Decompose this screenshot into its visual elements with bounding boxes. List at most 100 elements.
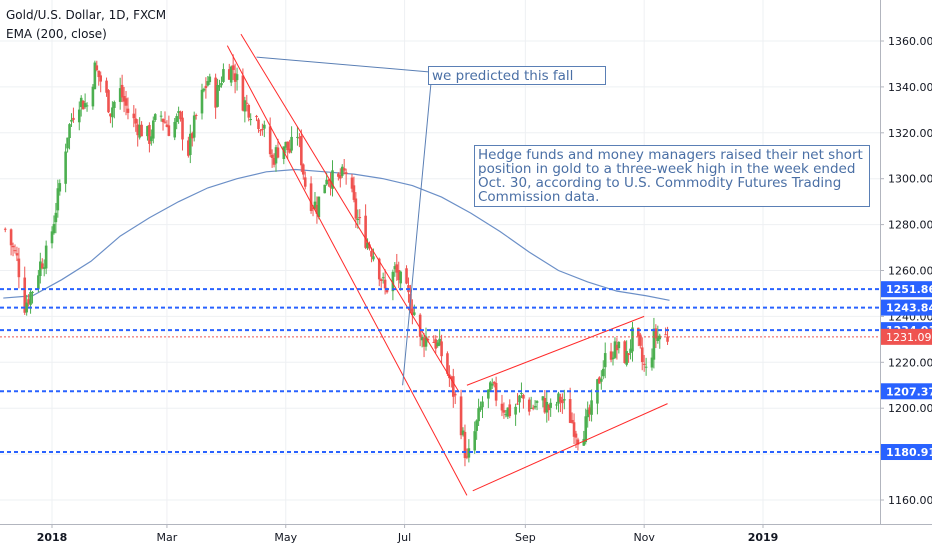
candle-body — [329, 180, 332, 188]
candle-body — [153, 114, 157, 121]
candle-body — [420, 336, 424, 341]
candle-body — [399, 271, 402, 284]
candle-body — [504, 414, 508, 416]
candle-body — [488, 382, 492, 392]
candle-body — [167, 125, 171, 136]
candle-body — [39, 261, 42, 277]
candle-body — [611, 357, 615, 360]
time-axis[interactable]: 2018 Mar May Jul Sep Nov 2019 — [0, 524, 932, 544]
candle-body — [27, 299, 30, 304]
prediction-annotation[interactable]: we predicted this fall — [428, 66, 606, 85]
candle-body — [235, 74, 239, 81]
candle-body — [563, 399, 566, 401]
candle-body — [642, 363, 646, 365]
candle-body — [227, 69, 231, 80]
candle-body — [494, 382, 498, 401]
candle-body — [9, 229, 13, 246]
candle-body — [118, 88, 122, 102]
candle-body — [208, 76, 212, 83]
candle-body — [107, 90, 110, 113]
time-tick-label: Mar — [157, 531, 178, 544]
candle-body — [68, 124, 71, 139]
candle-body — [315, 204, 319, 214]
candle-body — [481, 401, 484, 408]
time-tick-label: 2018 — [37, 531, 68, 544]
candle-body — [317, 196, 321, 218]
candle-body — [216, 84, 219, 107]
candle-body — [23, 277, 27, 313]
candle-body — [77, 109, 81, 123]
candle-body — [247, 105, 251, 118]
candle-body — [453, 393, 457, 396]
candle-body — [600, 378, 603, 382]
candle-body — [300, 136, 303, 166]
candle-body — [629, 348, 632, 353]
time-tick-label: Sep — [515, 531, 536, 544]
candle-body — [637, 327, 640, 337]
candle-body — [613, 341, 617, 358]
candle-body — [132, 113, 136, 119]
candle-body — [179, 111, 182, 120]
candle-body — [522, 394, 525, 399]
candle-body — [475, 420, 478, 431]
candle-body — [609, 351, 613, 360]
candle-body — [126, 108, 130, 113]
candle-body — [231, 65, 235, 70]
candle-body — [531, 407, 535, 409]
candle-body — [473, 431, 477, 451]
candle-body — [29, 291, 32, 305]
candle-body — [547, 404, 551, 411]
price-tick-label: 1160.00 — [888, 494, 932, 507]
candle-body — [352, 185, 356, 200]
candle-body — [379, 279, 383, 281]
candle-body — [313, 201, 317, 209]
candle-body — [459, 396, 463, 436]
candle-body — [598, 377, 601, 384]
candle-body — [311, 207, 315, 209]
candle-body — [358, 217, 362, 219]
candle-body — [229, 66, 233, 83]
candle-body — [340, 166, 344, 176]
price-tick-label: 1320.00 — [888, 127, 932, 140]
candle-body — [3, 228, 7, 230]
candle-body — [257, 119, 260, 130]
candle-body — [543, 397, 547, 413]
candlestick-series — [3, 54, 669, 467]
candle-body — [393, 266, 397, 270]
candle-body — [479, 406, 482, 410]
candle-body — [241, 75, 245, 111]
candle-body — [66, 137, 69, 149]
candle-body — [163, 121, 167, 123]
candle-body — [576, 439, 580, 445]
candle-body — [85, 105, 89, 107]
price-axis[interactable]: 1160.001180.001200.001220.001240.001260.… — [880, 0, 932, 550]
candle-body — [572, 422, 576, 437]
candle-body — [574, 433, 578, 438]
candle-body — [255, 115, 258, 118]
candle-body — [516, 403, 519, 405]
price-tick-label: 1340.00 — [888, 81, 932, 94]
candle-body — [111, 107, 114, 118]
news-annotation[interactable]: Hedge funds and money managers raised th… — [474, 145, 870, 207]
candle-body — [391, 271, 395, 292]
candle-body — [301, 164, 305, 175]
candle-body — [17, 258, 21, 278]
candle-body — [286, 141, 290, 151]
candle-body — [138, 124, 141, 138]
candle-body — [640, 347, 644, 363]
candle-body — [303, 177, 307, 187]
candle-body — [557, 393, 560, 404]
candle-body — [288, 148, 291, 153]
candle-body — [148, 124, 151, 144]
candle-body — [342, 168, 346, 171]
candle-body — [463, 431, 467, 459]
candle-body — [134, 118, 138, 124]
candle-body — [56, 188, 60, 211]
candle-body — [113, 101, 116, 108]
candle-body — [200, 89, 204, 114]
candle-body — [95, 65, 99, 70]
candle-body — [588, 407, 591, 415]
price-tick-label: 1260.00 — [888, 265, 932, 278]
candle-body — [204, 85, 208, 89]
